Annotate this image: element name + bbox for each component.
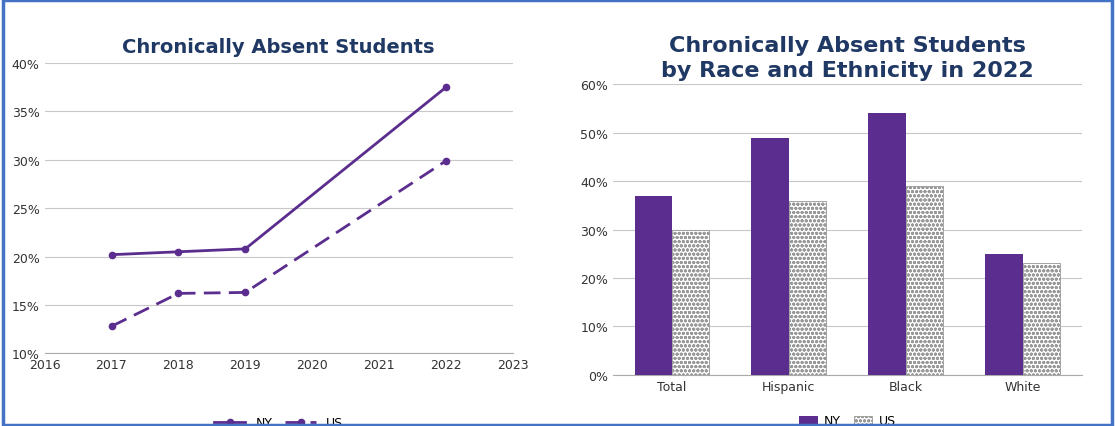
Bar xyxy=(869,114,905,375)
Bar xyxy=(789,201,826,375)
Bar xyxy=(1022,264,1060,375)
Line: NY: NY xyxy=(108,85,449,258)
NY xyxy=(439,86,453,91)
Title: Chronically Absent Students: Chronically Absent Students xyxy=(123,38,435,57)
Bar xyxy=(672,230,709,375)
US xyxy=(239,290,252,295)
Bar xyxy=(905,187,943,375)
NY xyxy=(172,250,185,255)
Line: US: US xyxy=(108,158,449,330)
Legend: NY, US: NY, US xyxy=(210,411,348,426)
Bar xyxy=(752,138,789,375)
NY xyxy=(239,247,252,252)
Legend: NY, US: NY, US xyxy=(794,409,901,426)
US xyxy=(105,324,118,329)
Bar xyxy=(986,254,1022,375)
US xyxy=(172,291,185,296)
US xyxy=(439,159,453,164)
Title: Chronically Absent Students
by Race and Ethnicity in 2022: Chronically Absent Students by Race and … xyxy=(661,36,1034,81)
NY xyxy=(105,253,118,258)
Bar xyxy=(634,196,672,375)
